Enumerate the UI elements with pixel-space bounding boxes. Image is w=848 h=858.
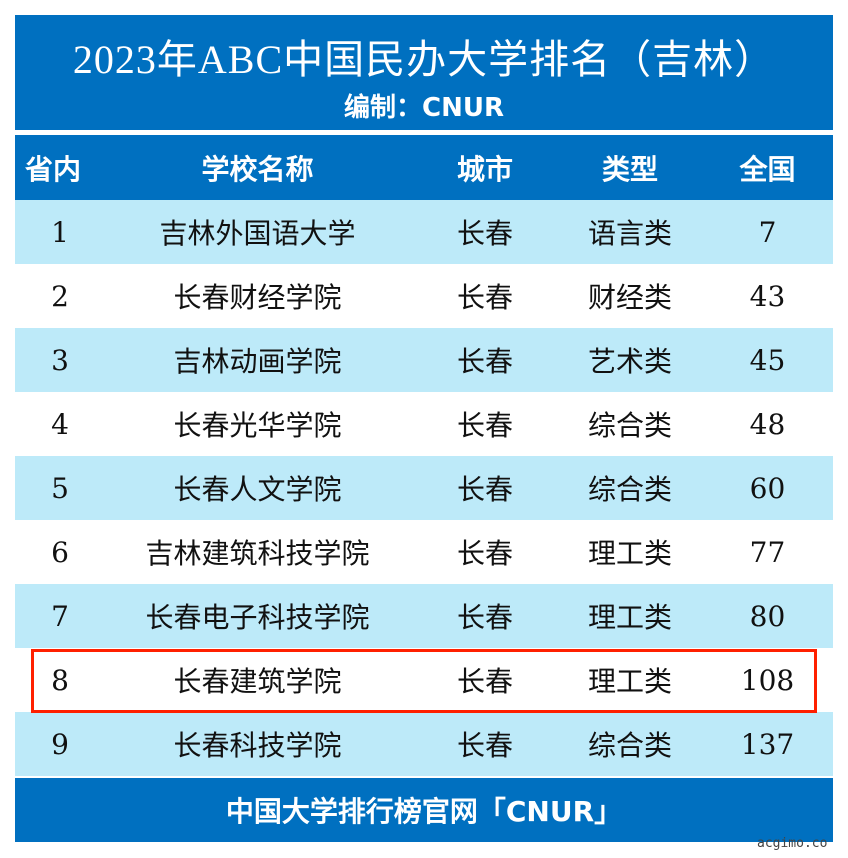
cell-school-name: 长春电子科技学院	[145, 601, 370, 634]
cell-school-name: 长春科技学院	[173, 729, 342, 762]
cell-city: 长春	[456, 409, 513, 442]
cell-rank: 2	[51, 279, 69, 313]
cell-school-name: 长春建筑学院	[173, 665, 342, 698]
cell-school-name: 长春光华学院	[173, 409, 342, 442]
cell-type: 理工类	[587, 665, 672, 698]
cell-national-rank: 45	[749, 343, 786, 377]
cell-type: 艺术类	[587, 345, 672, 378]
cell-national-rank: 60	[749, 471, 786, 505]
cell-type: 综合类	[587, 409, 672, 442]
header-national: 全国	[739, 152, 796, 186]
highlight-box	[31, 649, 817, 713]
header-rank: 省内	[25, 152, 82, 186]
cell-type: 语言类	[587, 217, 672, 250]
header-name: 学校名称	[201, 152, 314, 186]
cell-city: 长春	[456, 601, 513, 634]
footer: 中国大学排行榜官网「CNUR」	[15, 778, 833, 842]
cell-rank: 5	[51, 471, 69, 505]
cell-type: 理工类	[587, 601, 672, 634]
cell-national-rank: 77	[749, 535, 786, 569]
cell-city: 长春	[456, 345, 513, 378]
cell-type: 理工类	[587, 537, 672, 570]
cell-school-name: 长春财经学院	[173, 281, 342, 314]
cell-city: 长春	[456, 473, 513, 506]
cell-city: 长春	[456, 665, 513, 698]
table-row: 3 吉林动画学院 长春 艺术类 45	[15, 328, 833, 392]
cell-city: 长春	[456, 217, 513, 250]
cell-rank: 9	[51, 727, 69, 761]
cell-national-rank: 108	[740, 663, 795, 697]
watermark: acgimo.co	[757, 836, 828, 851]
cell-rank: 8	[51, 663, 69, 697]
table-row: 9 长春科技学院 长春 综合类 137	[15, 712, 833, 776]
title-banner: 2023年ABC中国民办大学排名（吉林） 编制：CNUR	[15, 15, 833, 130]
header-city: 城市	[456, 152, 513, 186]
cell-type: 综合类	[587, 473, 672, 506]
cell-rank: 7	[51, 599, 69, 633]
cell-city: 长春	[456, 729, 513, 762]
table-row: 8 长春建筑学院 长春 理工类 108	[15, 648, 833, 712]
cell-type: 综合类	[587, 729, 672, 762]
table-row: 1 吉林外国语大学 长春 语言类 7	[15, 200, 833, 264]
cell-city: 长春	[456, 281, 513, 314]
table-row: 7 长春电子科技学院 长春 理工类 80	[15, 584, 833, 648]
cell-rank: 1	[51, 215, 69, 249]
cell-rank: 4	[51, 407, 69, 441]
cell-rank: 3	[51, 343, 69, 377]
cell-national-rank: 43	[749, 279, 786, 313]
cell-national-rank: 80	[749, 599, 786, 633]
cell-rank: 6	[51, 535, 69, 569]
subtitle: 编制：CNUR	[344, 93, 504, 123]
page-title: 2023年ABC中国民办大学排名（吉林）	[72, 37, 776, 82]
table-row: 4 长春光华学院 长春 综合类 48	[15, 392, 833, 456]
cell-type: 财经类	[587, 281, 672, 314]
cell-school-name: 吉林外国语大学	[159, 217, 356, 250]
cell-school-name: 吉林动画学院	[173, 345, 342, 378]
cell-national-rank: 48	[749, 407, 786, 441]
table-row: 5 长春人文学院 长春 综合类 60	[15, 456, 833, 520]
table-row: 2 长春财经学院 长春 财经类 43	[15, 264, 833, 328]
table-row: 6 吉林建筑科技学院 长春 理工类 77	[15, 520, 833, 584]
cell-school-name: 长春人文学院	[173, 473, 342, 506]
cell-national-rank: 7	[758, 215, 777, 249]
table-header: 省内 学校名称 城市 类型 全国	[15, 135, 833, 200]
header-type: 类型	[601, 152, 658, 186]
cell-national-rank: 137	[740, 727, 795, 761]
cell-school-name: 吉林建筑科技学院	[145, 537, 370, 570]
cell-city: 长春	[456, 537, 513, 570]
